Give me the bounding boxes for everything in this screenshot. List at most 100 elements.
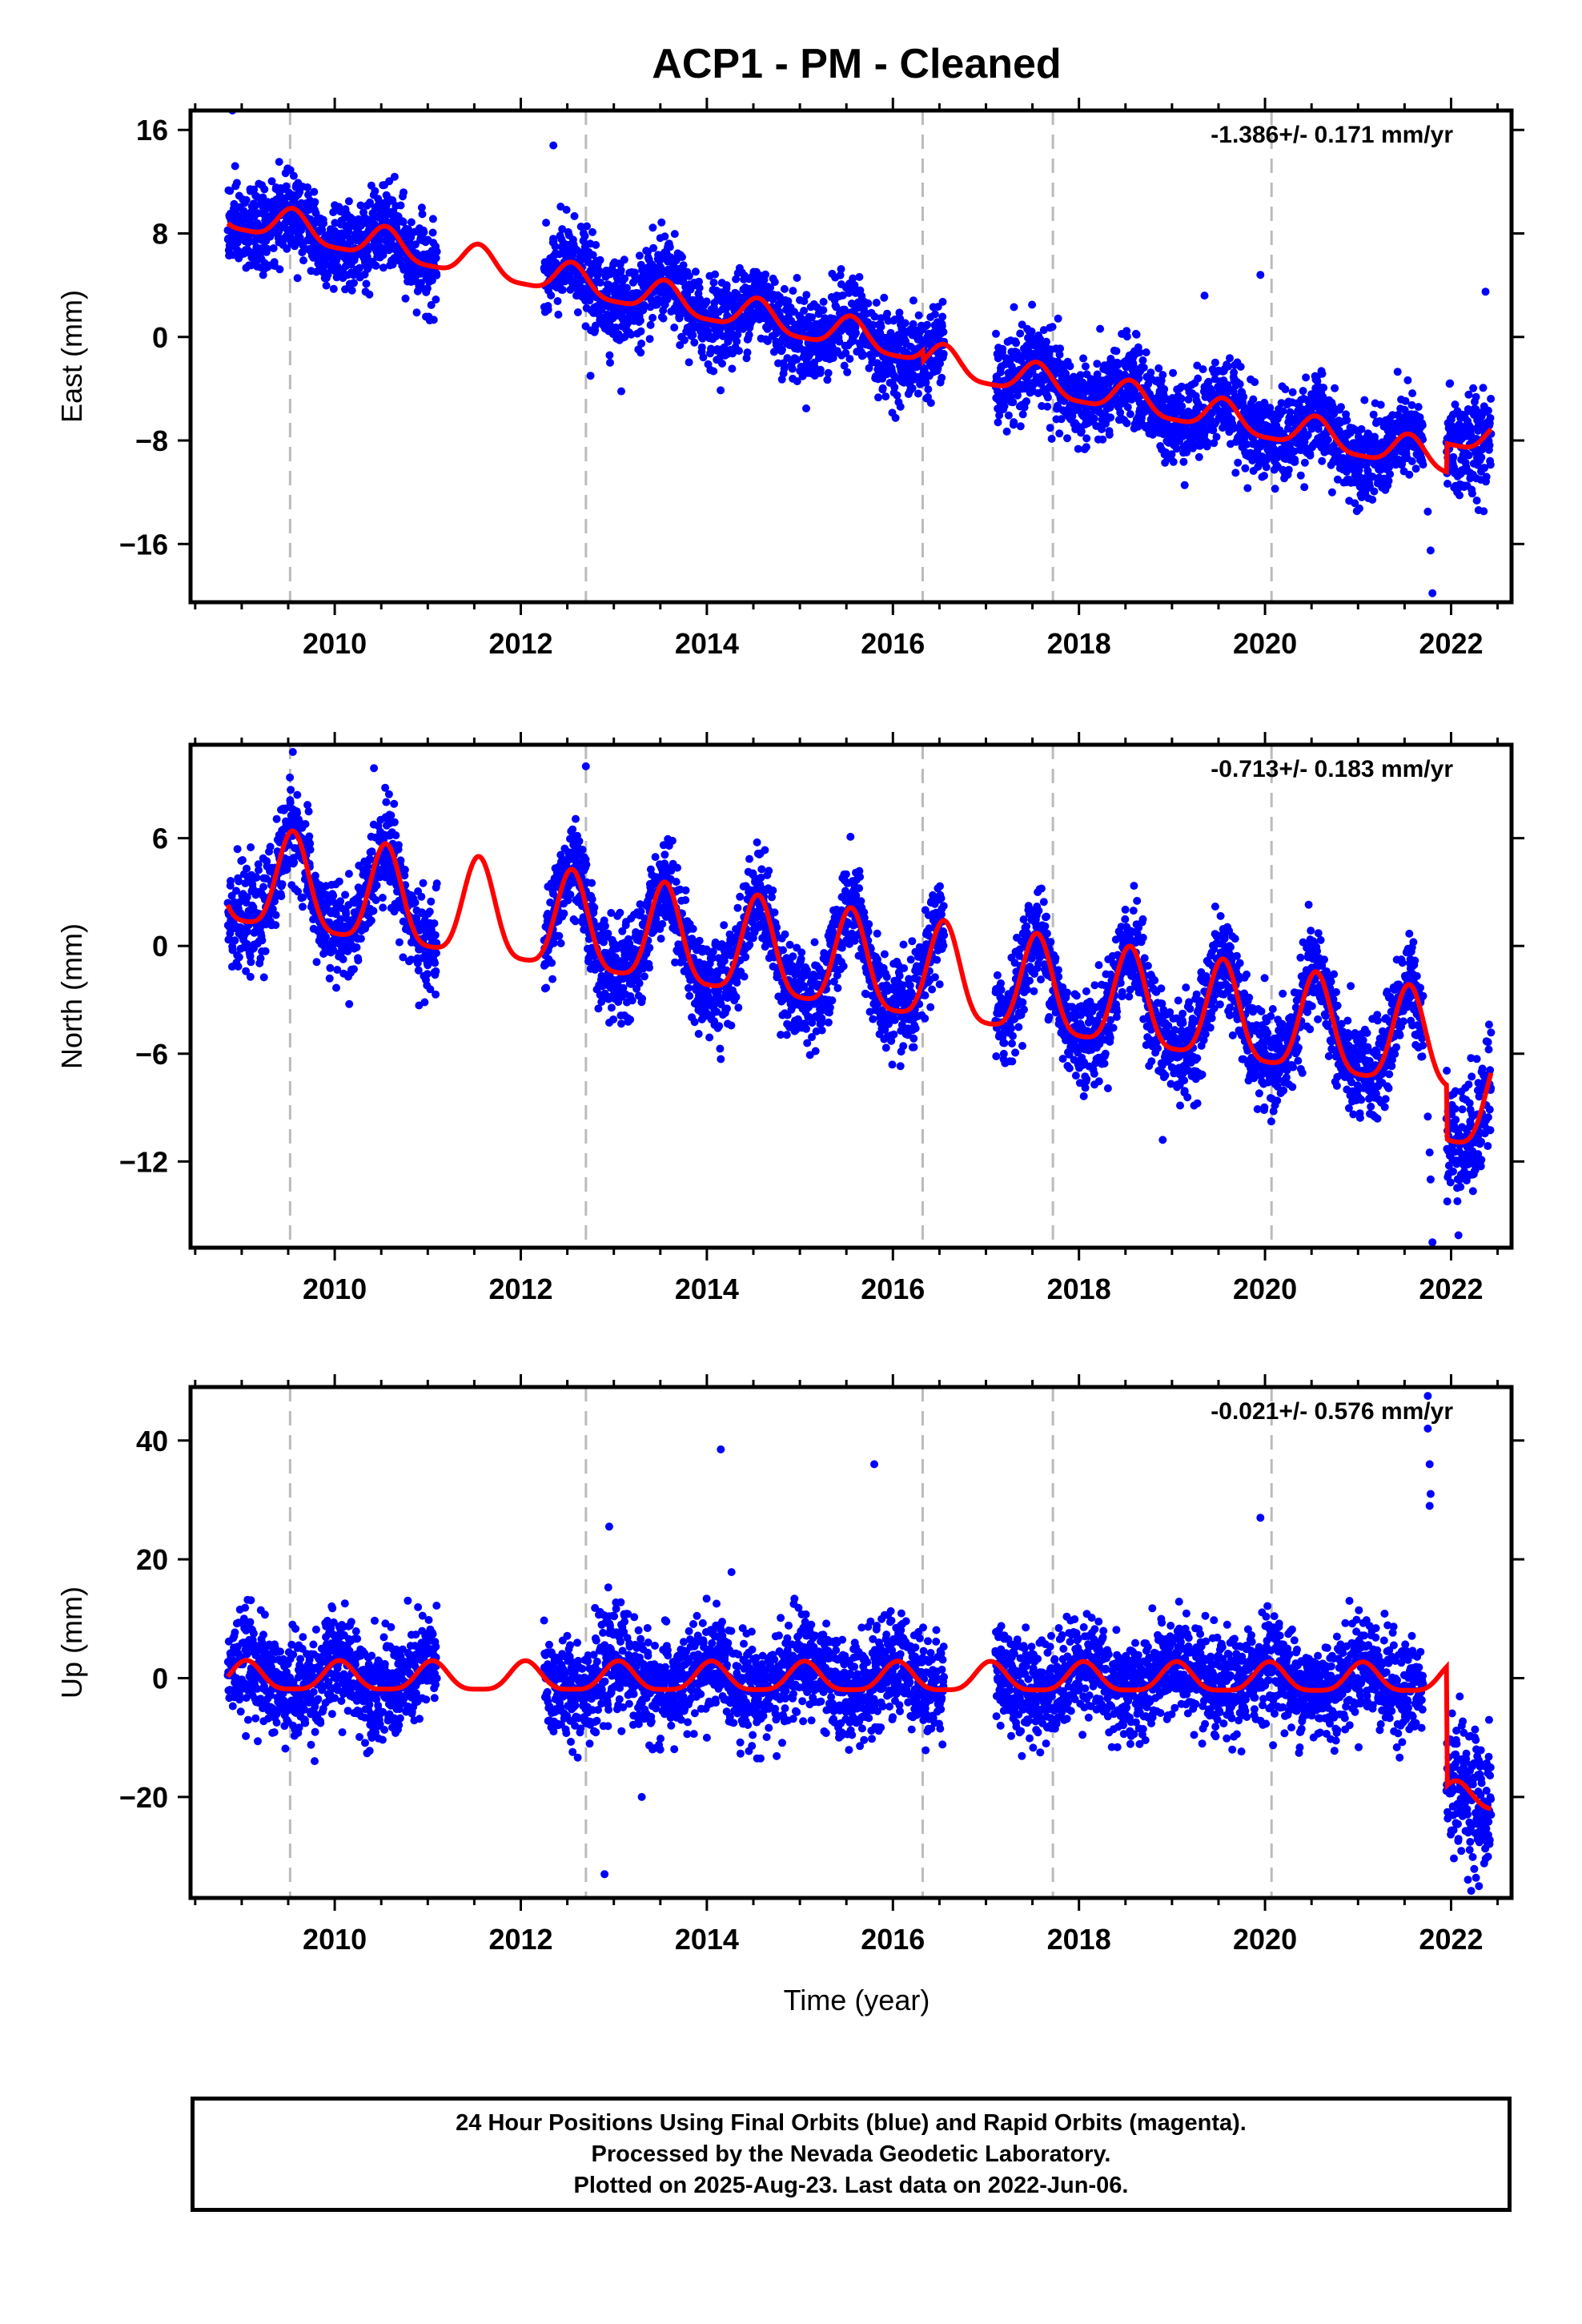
data-point bbox=[1254, 462, 1263, 471]
data-point bbox=[1318, 369, 1327, 378]
data-point bbox=[880, 293, 889, 302]
data-point bbox=[1210, 439, 1219, 448]
data-point bbox=[1376, 400, 1385, 409]
data-point bbox=[800, 307, 809, 315]
data-point bbox=[378, 894, 387, 902]
data-point bbox=[281, 804, 290, 813]
data-point bbox=[819, 297, 828, 306]
data-point bbox=[258, 936, 267, 945]
data-point bbox=[838, 291, 847, 300]
data-point bbox=[347, 286, 356, 295]
data-point bbox=[939, 328, 948, 336]
data-point bbox=[1351, 499, 1359, 508]
data-point bbox=[793, 377, 801, 386]
data-point bbox=[367, 916, 375, 925]
data-point bbox=[375, 235, 384, 244]
data-point bbox=[1286, 408, 1295, 416]
data-point bbox=[322, 281, 331, 290]
data-point bbox=[691, 267, 700, 276]
data-point bbox=[808, 313, 816, 322]
data-point bbox=[1469, 384, 1478, 392]
data-point bbox=[558, 286, 567, 294]
data-point bbox=[1193, 361, 1202, 370]
data-point bbox=[384, 790, 393, 798]
data-point bbox=[341, 285, 350, 294]
data-point bbox=[326, 963, 335, 972]
data-point bbox=[345, 999, 354, 1008]
data-point bbox=[232, 887, 240, 895]
data-point bbox=[1368, 496, 1377, 504]
data-point bbox=[1273, 453, 1282, 462]
data-point bbox=[870, 312, 879, 321]
data-point bbox=[1106, 413, 1115, 422]
data-point bbox=[235, 877, 243, 886]
data-point bbox=[551, 242, 560, 251]
data-point bbox=[1393, 368, 1402, 376]
data-point bbox=[893, 391, 901, 400]
data-point bbox=[1355, 504, 1363, 513]
data-point bbox=[311, 209, 320, 218]
data-point bbox=[938, 373, 946, 382]
data-point bbox=[770, 278, 779, 287]
data-point bbox=[766, 283, 775, 292]
x-tick-label: 2012 bbox=[488, 627, 552, 660]
data-point bbox=[636, 348, 645, 357]
data-point bbox=[341, 891, 350, 899]
data-point bbox=[1195, 452, 1203, 461]
data-point bbox=[901, 319, 909, 328]
data-point bbox=[850, 281, 859, 289]
data-point bbox=[849, 274, 857, 283]
data-point bbox=[733, 337, 741, 346]
data-point bbox=[994, 418, 1002, 427]
data-point bbox=[800, 297, 809, 305]
data-point bbox=[1415, 413, 1424, 422]
y-tick-label: 0 bbox=[152, 321, 168, 354]
data-point bbox=[558, 225, 567, 234]
data-point bbox=[1480, 464, 1489, 472]
data-point bbox=[1251, 378, 1259, 387]
data-point bbox=[1284, 465, 1293, 474]
data-point bbox=[784, 297, 793, 306]
data-point bbox=[1081, 362, 1090, 371]
plot-area-east bbox=[223, 111, 1496, 602]
data-point bbox=[256, 954, 265, 963]
data-point bbox=[1204, 377, 1213, 386]
data-point bbox=[293, 274, 302, 283]
data-point bbox=[1262, 463, 1271, 472]
data-point bbox=[735, 347, 743, 356]
data-point bbox=[1199, 365, 1207, 374]
data-point bbox=[679, 275, 688, 284]
data-point bbox=[580, 231, 589, 240]
data-point bbox=[1082, 434, 1091, 443]
data-point bbox=[1464, 390, 1473, 399]
data-point bbox=[570, 211, 579, 220]
data-point bbox=[1018, 410, 1027, 419]
data-point bbox=[1158, 371, 1167, 380]
data-point bbox=[1468, 489, 1476, 498]
data-point bbox=[293, 790, 302, 799]
data-point bbox=[1243, 484, 1252, 493]
data-point bbox=[1486, 414, 1495, 422]
data-point bbox=[636, 316, 644, 325]
data-point bbox=[573, 308, 582, 316]
data-point bbox=[420, 227, 428, 236]
data-point bbox=[1093, 360, 1102, 368]
data-point bbox=[616, 266, 625, 275]
data-point bbox=[1464, 451, 1473, 460]
data-point bbox=[1226, 354, 1234, 363]
data-point bbox=[261, 947, 270, 955]
data-point bbox=[1256, 271, 1265, 279]
panel-frame-east bbox=[188, 108, 1514, 605]
data-point bbox=[369, 907, 378, 915]
data-point bbox=[923, 320, 932, 329]
data-point bbox=[250, 185, 259, 194]
data-point bbox=[1179, 457, 1188, 466]
data-point bbox=[707, 344, 715, 353]
data-point bbox=[294, 887, 302, 896]
data-point bbox=[823, 376, 832, 384]
data-point bbox=[648, 223, 657, 232]
data-point bbox=[1290, 447, 1299, 456]
data-point bbox=[1063, 434, 1071, 443]
data-point bbox=[648, 313, 657, 322]
